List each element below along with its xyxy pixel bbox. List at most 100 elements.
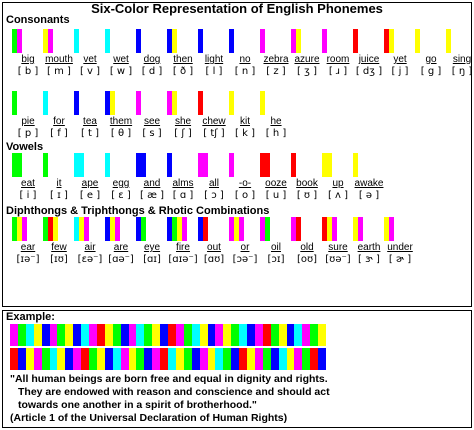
ipa-symbol: [ k ]: [235, 128, 255, 139]
color-bar: [198, 217, 203, 241]
strip-color-bar: [294, 324, 303, 346]
example-word: awake: [354, 178, 384, 189]
ipa-symbol: [ɑɪ]: [143, 254, 161, 265]
color-bar: [48, 29, 53, 53]
ipa-symbol: [ θ ]: [110, 128, 132, 139]
phoneme-color-bars: [225, 217, 265, 241]
strip-color-bar: [175, 324, 184, 346]
strip-color-bar: [168, 348, 176, 370]
color-bar: [229, 217, 234, 241]
strip-color-bar: [10, 324, 18, 346]
ipa-symbol: [ɪə⁻]: [16, 254, 40, 265]
strip-color-bar: [247, 348, 255, 370]
strip-color-bar: [128, 324, 137, 346]
strip-color-bar: [152, 348, 161, 370]
phoneme-color-bars: [318, 29, 358, 53]
color-bar: [105, 29, 110, 53]
example-word: eye: [143, 242, 161, 253]
section-heading-example: Example:: [6, 311, 55, 323]
example-word: and: [143, 178, 161, 189]
strip-color-bar: [112, 348, 121, 370]
ipa-symbol: [ ʊ ]: [296, 190, 318, 201]
ipa-symbol: [ t ]: [80, 128, 100, 139]
strip-color-bar: [57, 324, 66, 346]
example-word: wet: [113, 54, 129, 65]
ipa-symbol: [ o ]: [234, 190, 256, 201]
phoneme-color-bars: [39, 29, 79, 53]
color-bar: [110, 217, 115, 241]
color-bar: [198, 153, 203, 177]
ipa-symbol: [ h ]: [265, 128, 287, 139]
phoneme-color-bars: [349, 217, 389, 241]
strip-color-bar: [144, 348, 153, 370]
example-word: or: [240, 242, 250, 253]
strip-color-bar: [262, 324, 271, 346]
phoneme-color-bars: [70, 153, 110, 177]
example-word: light: [204, 54, 224, 65]
color-bar: [296, 217, 301, 241]
color-bar: [17, 217, 22, 241]
ipa-symbol: [ p ]: [17, 128, 39, 139]
phoneme-color-bars: [39, 153, 79, 177]
color-bar: [43, 153, 48, 177]
example-word: juice: [358, 54, 380, 65]
color-bar: [353, 217, 358, 241]
color-bar: [12, 153, 17, 177]
example-word: pie: [21, 116, 35, 127]
color-bar: [48, 217, 53, 241]
strip-color-bar: [231, 324, 240, 346]
example-word: eat: [21, 178, 35, 189]
strip-color-bar: [183, 348, 192, 370]
phoneme-color-bars: [101, 91, 141, 115]
color-bar: [167, 29, 172, 53]
color-bar: [12, 217, 17, 241]
phoneme-color-bars: [225, 91, 265, 115]
example-word: yet: [393, 54, 407, 65]
strip-color-bar: [278, 324, 287, 346]
example-word: then: [173, 54, 193, 65]
ipa-symbol: [ z ]: [266, 66, 286, 77]
ipa-symbol: [ɑə⁻]: [108, 254, 134, 265]
strip-color-bar: [73, 324, 82, 346]
phoneme-color-bars: [163, 217, 203, 241]
strip-color-bar: [49, 324, 58, 346]
example-word: ooze: [265, 178, 287, 189]
phoneme-color-bars: [442, 29, 474, 53]
example-panel-border: [2, 310, 472, 428]
color-bar: [260, 153, 265, 177]
example-word: room: [326, 54, 350, 65]
color-bar: [167, 153, 172, 177]
color-bar: [17, 153, 22, 177]
color-bar: [322, 29, 327, 53]
strip-color-bar: [89, 348, 97, 370]
strip-color-bar: [254, 348, 263, 370]
phoneme-color-bars: [70, 91, 110, 115]
color-bar: [446, 29, 451, 53]
strip-color-bar: [41, 348, 50, 370]
ipa-symbol: [ ɪ ]: [50, 190, 68, 201]
color-bar: [136, 153, 141, 177]
color-bar: [260, 91, 265, 115]
strip-color-bar: [65, 348, 74, 370]
ipa-symbol: [ʊə⁻]: [325, 254, 351, 265]
phoneme-color-bars: [256, 153, 296, 177]
phoneme-color-bars: [225, 29, 265, 53]
strip-color-bar: [215, 324, 224, 346]
example-word: go: [425, 54, 437, 65]
ipa-symbol: [ dʒ ]: [355, 66, 383, 77]
ipa-symbol: [ m ]: [47, 66, 71, 77]
phoneme-color-bars: [256, 91, 296, 115]
ipa-symbol: [ j ]: [391, 66, 409, 77]
color-bar: [17, 29, 22, 53]
ipa-symbol: [ɑɪə⁻]: [168, 254, 198, 265]
ipa-symbol: [ l ]: [205, 66, 223, 77]
strip-color-bar: [65, 324, 74, 346]
color-bar: [291, 217, 296, 241]
strip-color-bar: [191, 324, 200, 346]
color-bar: [203, 217, 208, 241]
strip-color-bar: [104, 348, 113, 370]
strip-color-bar: [25, 348, 34, 370]
phoneme-color-bars: [163, 153, 203, 177]
ipa-symbol: [ɑʊ]: [203, 254, 225, 265]
